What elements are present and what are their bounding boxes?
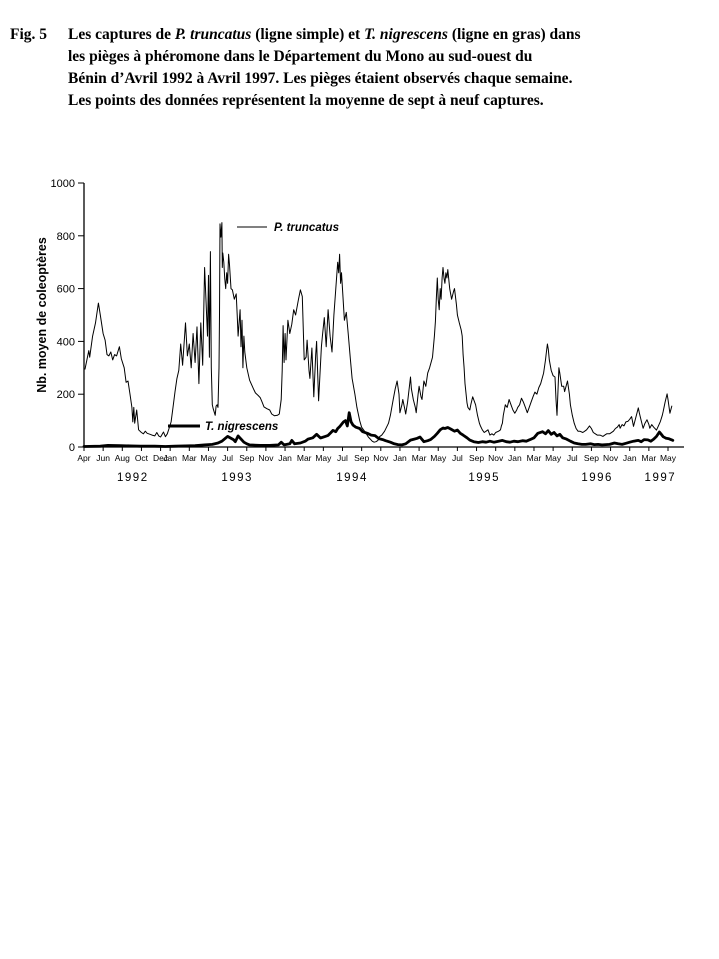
x-tick-label: Jan xyxy=(508,453,522,463)
x-tick-label: Sep xyxy=(354,453,369,463)
x-tick-label: May xyxy=(315,453,332,463)
year-label: 1995 xyxy=(468,472,500,484)
y-tick-label: 800 xyxy=(57,231,75,243)
caption-line-1: Les captures de P. truncatus (ligne simp… xyxy=(68,24,715,46)
species-name-t-nigrescens: T. nigrescens xyxy=(364,26,448,43)
x-tick-label: Jun xyxy=(96,453,110,463)
x-tick-label: Aug xyxy=(115,453,130,463)
caption-line-4: Les points des données représentent la m… xyxy=(68,92,544,109)
x-tick-label: Nov xyxy=(603,453,619,463)
caption-segment: (ligne simple) et xyxy=(251,26,365,43)
x-tick-label: Jan xyxy=(393,453,407,463)
year-label: 1993 xyxy=(221,472,253,484)
x-tick-label: Sep xyxy=(239,453,254,463)
year-label: 1997 xyxy=(645,472,677,484)
x-tick-label: May xyxy=(545,453,562,463)
caption-segment: (ligne en gras) dans xyxy=(447,26,581,43)
y-tick-label: 1000 xyxy=(51,178,75,190)
x-tick-label: Nov xyxy=(373,453,389,463)
caption-line-2: les pièges à phéromone dans le Départeme… xyxy=(68,48,533,65)
series-line-p-truncatus xyxy=(84,222,673,443)
year-label: 1996 xyxy=(581,472,613,484)
legend-label-t-nigrescens: T. nigrescens xyxy=(205,421,278,433)
figure-label: Fig. 5 xyxy=(10,26,48,43)
x-tick-label: Nov xyxy=(258,453,274,463)
caption-line-3: Bénin d’Avril 1992 à Avril 1997. Les piè… xyxy=(68,70,573,87)
x-tick-label: Mar xyxy=(297,453,312,463)
y-axis-title: Nb. moyen de coleoptères xyxy=(35,237,49,393)
x-tick-label: Jan xyxy=(623,453,637,463)
legend-label-p-truncatus: P. truncatus xyxy=(274,222,339,234)
x-tick-label: Sep xyxy=(469,453,484,463)
y-tick-label: 0 xyxy=(69,442,75,454)
x-tick-label: Sep xyxy=(584,453,599,463)
figure-caption: Fig. 5 Les captures de P. truncatus (lig… xyxy=(10,24,715,112)
x-tick-label: May xyxy=(430,453,447,463)
year-label: 1994 xyxy=(336,472,368,484)
species-name-p-truncatus: P. truncatus xyxy=(174,26,252,43)
x-tick-label: Nov xyxy=(488,453,504,463)
x-tick-label: Mar xyxy=(642,453,657,463)
caption-segment: Les captures de xyxy=(68,26,175,43)
x-tick-label: May xyxy=(660,453,677,463)
x-tick-label: Jul xyxy=(337,453,348,463)
x-tick-label: Jul xyxy=(567,453,578,463)
x-tick-label: Mar xyxy=(412,453,427,463)
x-tick-label: Mar xyxy=(527,453,542,463)
x-tick-label: Jul xyxy=(452,453,463,463)
y-tick-label: 200 xyxy=(57,389,75,401)
catch-time-series-chart: Nb. moyen de coleoptères P. truncatus T.… xyxy=(35,178,684,484)
year-label: 1992 xyxy=(117,472,149,484)
x-tick-label: Dec xyxy=(153,453,169,463)
x-tick-label: Jan xyxy=(163,453,177,463)
y-tick-label: 400 xyxy=(57,336,75,348)
x-tick-label: Mar xyxy=(182,453,197,463)
x-tick-label: May xyxy=(200,453,217,463)
series-line-t-nigrescens xyxy=(82,411,675,448)
y-tick-label: 600 xyxy=(57,284,75,296)
x-tick-label: Jul xyxy=(222,453,233,463)
x-tick-label: Jan xyxy=(278,453,292,463)
x-tick-label: Oct xyxy=(135,453,149,463)
caption-text: Les captures de P. truncatus (ligne simp… xyxy=(68,24,715,112)
x-tick-label: Apr xyxy=(77,453,90,463)
